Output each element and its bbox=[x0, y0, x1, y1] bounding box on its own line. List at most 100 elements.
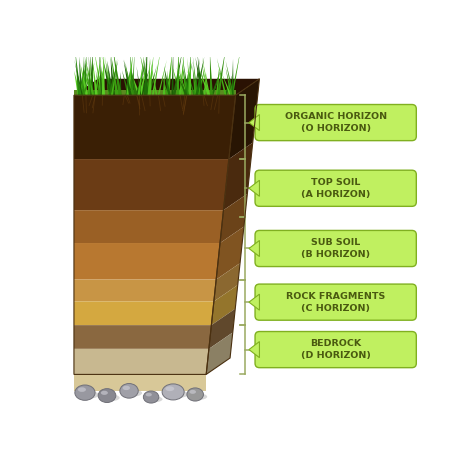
Polygon shape bbox=[249, 342, 259, 357]
Polygon shape bbox=[106, 62, 110, 95]
Polygon shape bbox=[150, 57, 157, 95]
FancyBboxPatch shape bbox=[255, 104, 416, 141]
Ellipse shape bbox=[164, 390, 188, 398]
Polygon shape bbox=[80, 62, 88, 95]
Polygon shape bbox=[152, 51, 161, 95]
Polygon shape bbox=[74, 325, 211, 349]
Polygon shape bbox=[126, 68, 131, 95]
Polygon shape bbox=[206, 332, 233, 374]
Polygon shape bbox=[182, 64, 189, 95]
Polygon shape bbox=[202, 64, 210, 95]
Polygon shape bbox=[74, 95, 236, 159]
Polygon shape bbox=[200, 70, 210, 95]
Polygon shape bbox=[211, 68, 221, 95]
Polygon shape bbox=[220, 194, 247, 243]
Polygon shape bbox=[187, 70, 195, 95]
Text: ORGANIC HORIZON
(O HORIZON): ORGANIC HORIZON (O HORIZON) bbox=[284, 112, 387, 133]
Polygon shape bbox=[231, 59, 234, 95]
Polygon shape bbox=[137, 56, 146, 95]
Ellipse shape bbox=[101, 391, 108, 395]
Polygon shape bbox=[102, 56, 111, 95]
Polygon shape bbox=[249, 115, 259, 131]
Polygon shape bbox=[105, 67, 113, 95]
Polygon shape bbox=[216, 66, 219, 95]
Polygon shape bbox=[197, 53, 203, 95]
Polygon shape bbox=[110, 74, 115, 95]
Polygon shape bbox=[146, 68, 149, 95]
Polygon shape bbox=[94, 50, 102, 95]
Ellipse shape bbox=[165, 386, 174, 391]
Polygon shape bbox=[85, 58, 94, 95]
Polygon shape bbox=[74, 159, 229, 210]
Polygon shape bbox=[137, 73, 144, 95]
Text: ROCK FRAGMENTS
(C HORIZON): ROCK FRAGMENTS (C HORIZON) bbox=[286, 292, 385, 313]
Polygon shape bbox=[74, 280, 216, 301]
Polygon shape bbox=[166, 53, 172, 95]
Polygon shape bbox=[249, 180, 259, 196]
Polygon shape bbox=[211, 72, 220, 95]
Polygon shape bbox=[110, 59, 117, 95]
Polygon shape bbox=[74, 90, 236, 95]
Polygon shape bbox=[137, 66, 141, 95]
Polygon shape bbox=[171, 50, 173, 95]
Polygon shape bbox=[74, 79, 259, 95]
Polygon shape bbox=[182, 57, 189, 95]
Polygon shape bbox=[195, 56, 204, 95]
Polygon shape bbox=[74, 374, 206, 391]
Text: BEDROCK
(D HORIZON): BEDROCK (D HORIZON) bbox=[301, 339, 371, 360]
Polygon shape bbox=[126, 64, 130, 95]
Polygon shape bbox=[113, 48, 122, 95]
Polygon shape bbox=[139, 64, 147, 95]
Polygon shape bbox=[140, 54, 150, 95]
Polygon shape bbox=[88, 57, 91, 95]
Polygon shape bbox=[102, 51, 105, 95]
Polygon shape bbox=[134, 74, 145, 95]
Polygon shape bbox=[140, 69, 149, 95]
Polygon shape bbox=[105, 56, 112, 95]
Polygon shape bbox=[130, 71, 140, 95]
Polygon shape bbox=[231, 49, 241, 95]
Polygon shape bbox=[83, 53, 86, 95]
Polygon shape bbox=[214, 263, 240, 301]
Polygon shape bbox=[158, 60, 167, 95]
Ellipse shape bbox=[100, 394, 119, 401]
Polygon shape bbox=[187, 58, 191, 95]
Polygon shape bbox=[74, 59, 83, 95]
Polygon shape bbox=[202, 57, 210, 95]
Ellipse shape bbox=[143, 391, 159, 403]
Polygon shape bbox=[188, 74, 191, 95]
Polygon shape bbox=[118, 72, 121, 95]
Polygon shape bbox=[181, 68, 184, 95]
Polygon shape bbox=[178, 67, 187, 95]
Polygon shape bbox=[197, 69, 205, 95]
Polygon shape bbox=[179, 50, 184, 95]
Polygon shape bbox=[216, 227, 244, 280]
Polygon shape bbox=[100, 63, 105, 95]
Polygon shape bbox=[164, 65, 171, 95]
Polygon shape bbox=[92, 57, 98, 95]
Polygon shape bbox=[226, 61, 234, 95]
Polygon shape bbox=[108, 60, 118, 95]
Polygon shape bbox=[189, 49, 191, 95]
Polygon shape bbox=[145, 48, 146, 95]
Polygon shape bbox=[143, 56, 149, 95]
Polygon shape bbox=[90, 50, 93, 95]
Polygon shape bbox=[148, 59, 151, 95]
Polygon shape bbox=[124, 60, 134, 95]
Polygon shape bbox=[224, 74, 233, 95]
Polygon shape bbox=[177, 74, 187, 95]
Polygon shape bbox=[176, 48, 179, 95]
Polygon shape bbox=[249, 294, 259, 310]
Text: TOP SOIL
(A HORIZON): TOP SOIL (A HORIZON) bbox=[301, 178, 370, 199]
Polygon shape bbox=[188, 57, 191, 95]
Polygon shape bbox=[210, 54, 213, 95]
Polygon shape bbox=[96, 70, 101, 95]
Polygon shape bbox=[211, 285, 238, 325]
Polygon shape bbox=[184, 60, 190, 95]
Ellipse shape bbox=[146, 393, 152, 396]
Polygon shape bbox=[111, 53, 118, 95]
Polygon shape bbox=[223, 143, 253, 210]
Polygon shape bbox=[229, 79, 259, 159]
Polygon shape bbox=[79, 56, 83, 95]
Polygon shape bbox=[132, 51, 135, 95]
